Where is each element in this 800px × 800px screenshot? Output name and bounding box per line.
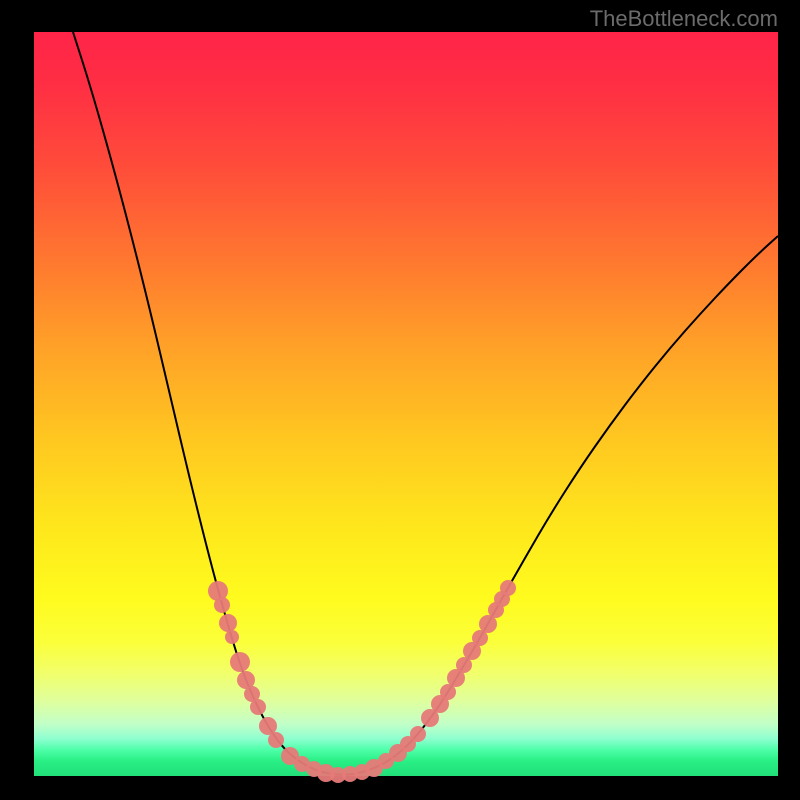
marker-point (500, 580, 516, 596)
marker-point (268, 732, 284, 748)
marker-point (219, 614, 237, 632)
marker-point (250, 699, 266, 715)
marker-point (410, 726, 426, 742)
marker-point (214, 597, 230, 613)
plot-background (34, 32, 778, 776)
chart-container: TheBottleneck.com (0, 0, 800, 800)
marker-point (225, 630, 239, 644)
marker-point (230, 652, 250, 672)
watermark-text: TheBottleneck.com (590, 6, 778, 32)
chart-svg (0, 0, 800, 800)
